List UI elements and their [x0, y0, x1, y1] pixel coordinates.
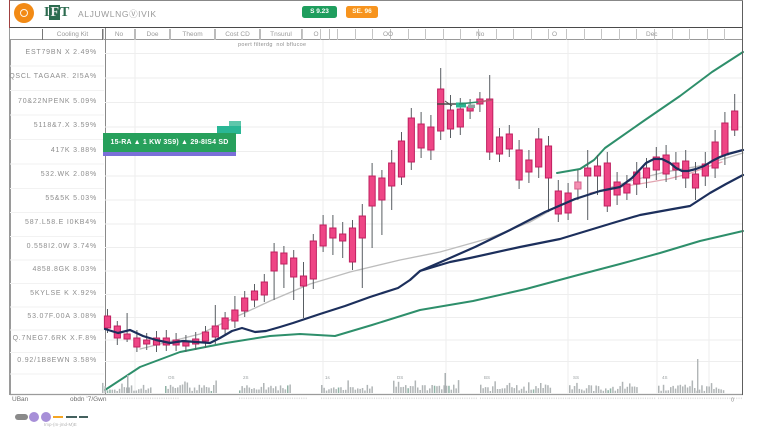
- svg-text:0: 0: [731, 398, 734, 404]
- svg-text:1s: 1s: [325, 375, 331, 380]
- svg-text:OS: OS: [168, 375, 175, 380]
- svg-text:2S: 2S: [243, 375, 249, 380]
- svg-text:BS: BS: [484, 375, 490, 380]
- svg-text:4S: 4S: [662, 375, 668, 380]
- svg-text:SS: SS: [573, 375, 579, 380]
- svg-text:DS: DS: [397, 375, 403, 380]
